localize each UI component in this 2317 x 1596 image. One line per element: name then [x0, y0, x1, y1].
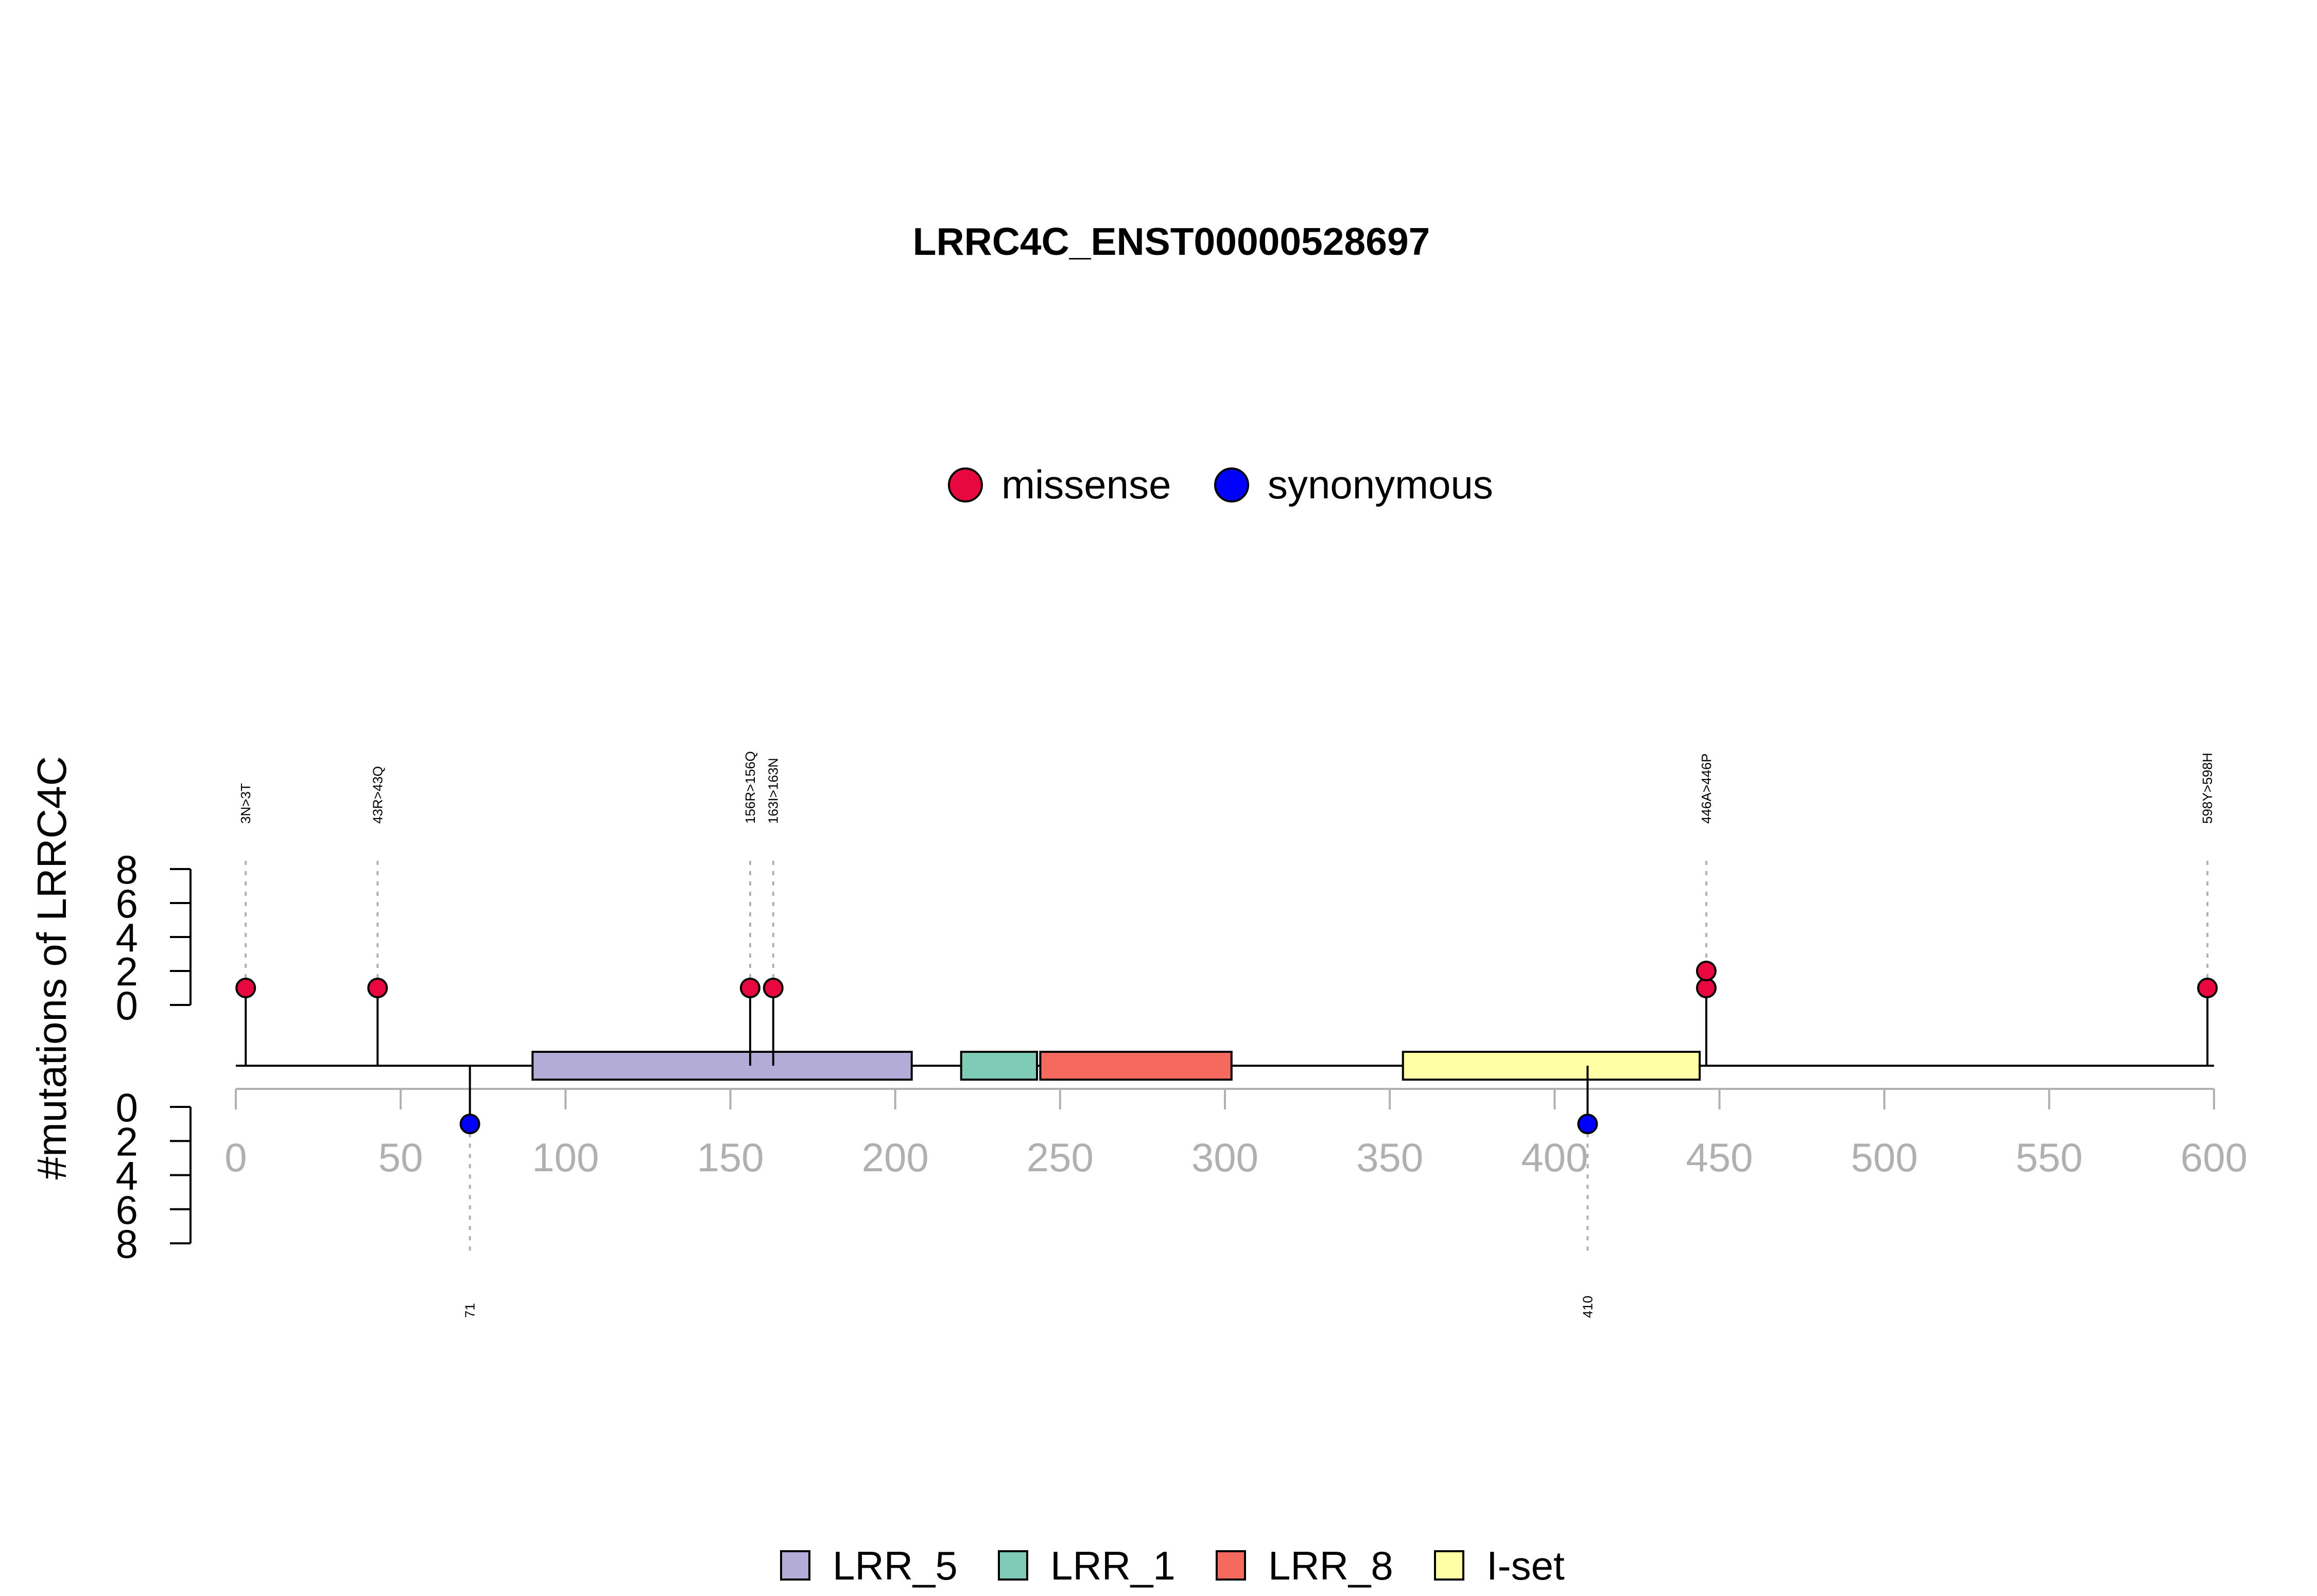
- mutation-point-synonymous: [459, 1114, 480, 1135]
- mutation-label: 43R>43Q: [370, 766, 385, 824]
- y-tick-label-top: 2: [116, 949, 138, 994]
- domain-LRR_1: [960, 1051, 1039, 1081]
- x-tick-label: 250: [1027, 1135, 1094, 1180]
- domain-legend-swatch-LRR_1: [998, 1550, 1028, 1581]
- chart-title: LRRC4C_ENST00000528697: [913, 220, 1430, 263]
- domain-legend-label-LRR_1: LRR_1: [1050, 1543, 1175, 1588]
- y-tick-label-top: 4: [116, 915, 138, 960]
- mutation-label: 410: [1580, 1296, 1595, 1318]
- legend-marker-synonymous: [1214, 467, 1249, 502]
- mutation-label: 446A>446P: [1699, 753, 1714, 824]
- y-tick-label-top: 0: [116, 983, 138, 1028]
- mutation-point-missense: [367, 978, 388, 998]
- domain-legend-label-LRR_5: LRR_5: [833, 1543, 958, 1588]
- x-tick-label: 150: [697, 1135, 764, 1180]
- domain-LRR_8: [1039, 1051, 1233, 1081]
- domain-LRR_5: [531, 1051, 913, 1081]
- mutation-point-missense: [1696, 978, 1717, 998]
- x-tick-label: 0: [224, 1135, 247, 1180]
- x-tick-label: 100: [532, 1135, 599, 1180]
- domain-legend-swatch-LRR_8: [1216, 1550, 1246, 1581]
- y-tick-label-bottom: 2: [116, 1119, 138, 1164]
- y-tick-label-bottom: 6: [116, 1187, 138, 1233]
- legend-label-missense: missense: [1001, 462, 1171, 507]
- x-tick-label: 50: [378, 1135, 423, 1180]
- mutation-label: 163I>163N: [766, 758, 781, 824]
- y-tick-label-bottom: 0: [116, 1085, 138, 1130]
- x-tick-label: 450: [1686, 1135, 1753, 1180]
- x-tick-label: 400: [1521, 1135, 1588, 1180]
- legend-label-synonymous: synonymous: [1268, 462, 1493, 507]
- protein-track: [236, 1051, 2214, 1081]
- mutation-point-missense: [235, 978, 256, 998]
- domain-I-set: [1402, 1051, 1701, 1081]
- y-tick-label-bottom: 8: [116, 1221, 138, 1267]
- y-tick-label-bottom: 4: [116, 1153, 138, 1199]
- y-axis-label: #mutations of LRRC4C: [29, 756, 75, 1180]
- x-tick-label: 500: [1851, 1135, 1918, 1180]
- x-tick-label: 550: [2016, 1135, 2083, 1180]
- x-tick-label: 200: [862, 1135, 929, 1180]
- domain-legend-swatch-LRR_5: [780, 1550, 810, 1581]
- mutation-point-missense: [739, 978, 760, 998]
- y-tick-label-top: 6: [116, 881, 138, 926]
- domain-legend-swatch-I-set: [1434, 1550, 1464, 1581]
- legend-marker-missense: [948, 467, 983, 502]
- mutation-point-synonymous: [1577, 1114, 1598, 1135]
- mutation-label: 3N>3T: [238, 783, 253, 824]
- mutation-label: 156R>156Q: [742, 751, 758, 824]
- mutation-point-missense: [2197, 978, 2218, 998]
- mutation-label: 598Y>598H: [2200, 753, 2215, 824]
- x-axis: 0 50 100 150 200 250 300 350 400 450 500 550 600: [224, 1088, 2247, 1180]
- mutation-point-missense: [763, 978, 784, 998]
- domain-legend: LRR_5 LRR_1 LRR_8 I-set: [780, 1543, 1565, 1588]
- mutation-point-missense: [1696, 961, 1717, 981]
- x-tick-label: 350: [1356, 1135, 1423, 1180]
- x-tick-label: 300: [1191, 1135, 1258, 1180]
- x-tick-label: 600: [2181, 1135, 2247, 1180]
- domain-legend-label-LRR_8: LRR_8: [1268, 1543, 1393, 1588]
- mutation-lollipops: 3N>3T 43R>43Q 156R>156Q 163I>163N 446A>446P 5…: [235, 751, 2218, 1318]
- domain-legend-label-I-set: I-set: [1486, 1543, 1565, 1588]
- mutation-label: 71: [462, 1303, 478, 1318]
- mutation-type-legend: missense synonymous: [948, 462, 1493, 507]
- y-tick-label-top: 8: [116, 847, 138, 892]
